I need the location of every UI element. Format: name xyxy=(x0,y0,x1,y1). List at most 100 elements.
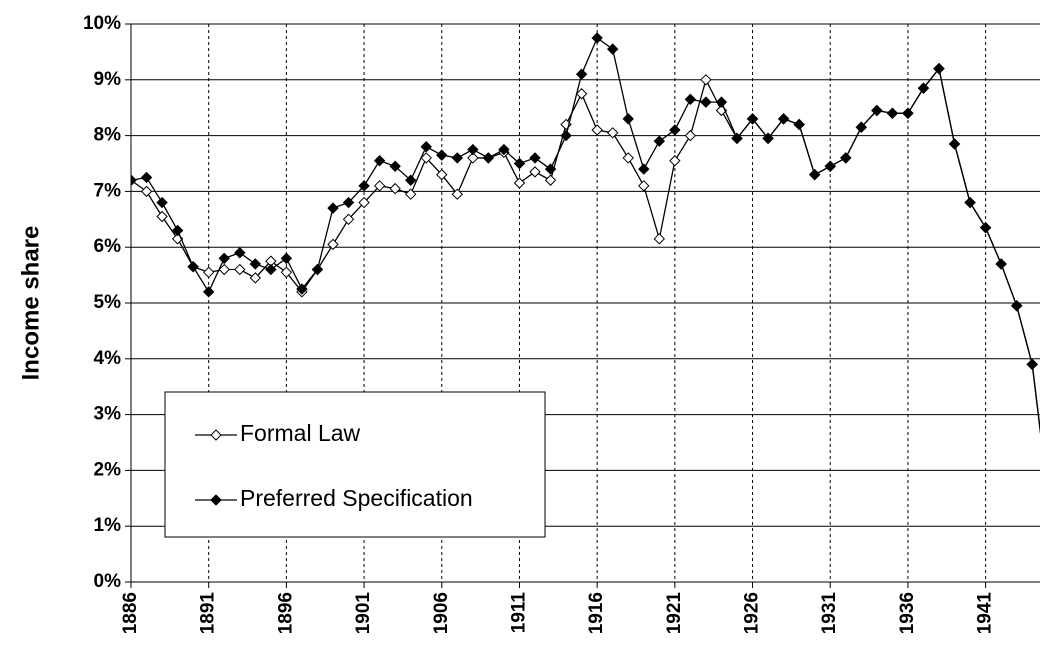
data-point xyxy=(606,43,619,55)
data-point xyxy=(746,113,759,125)
x-tick-label: 1896 xyxy=(275,592,296,634)
data-point xyxy=(933,62,945,75)
data-point xyxy=(529,152,541,164)
data-point xyxy=(342,213,355,226)
data-point xyxy=(404,188,417,200)
data-point xyxy=(622,113,634,125)
data-point xyxy=(280,266,293,279)
legend-box xyxy=(164,391,546,538)
data-point xyxy=(280,252,293,265)
data-point xyxy=(902,107,914,119)
legend-label: Formal Law xyxy=(240,420,361,446)
data-point xyxy=(886,107,899,119)
data-point xyxy=(327,238,339,251)
legend: Formal Law Preferred Specification xyxy=(164,391,546,538)
data-point xyxy=(1010,300,1023,312)
y-tick-label: 1% xyxy=(94,515,122,536)
data-point xyxy=(684,129,697,142)
data-point xyxy=(342,196,355,209)
data-point xyxy=(436,149,448,161)
data-point xyxy=(513,177,526,189)
data-point xyxy=(1026,358,1038,371)
y-tick-label: 3% xyxy=(94,404,122,425)
data-point xyxy=(467,152,479,164)
data-point xyxy=(404,174,417,186)
y-axis-title: Income share xyxy=(17,226,44,381)
data-point xyxy=(653,233,666,245)
data-point xyxy=(793,118,805,131)
y-tick-label: 2% xyxy=(94,459,122,480)
data-point xyxy=(606,127,619,139)
x-tick-label: 1911 xyxy=(508,592,529,634)
data-point xyxy=(871,104,883,117)
data-point xyxy=(171,224,184,237)
y-tick-label: 8% xyxy=(94,125,122,146)
data-point xyxy=(653,135,666,147)
data-point xyxy=(156,210,168,223)
data-point xyxy=(265,263,277,276)
data-point xyxy=(140,171,153,184)
data-point xyxy=(296,283,308,295)
y-tick-label: 0% xyxy=(94,571,122,592)
legend-marker xyxy=(210,429,222,441)
x-tick-label: 1921 xyxy=(664,592,685,635)
data-point xyxy=(731,132,743,145)
data-point xyxy=(420,141,432,153)
data-point xyxy=(575,88,588,100)
data-point xyxy=(467,143,479,156)
data-point xyxy=(389,182,401,195)
data-point xyxy=(498,143,510,156)
data-point xyxy=(451,188,464,200)
data-point xyxy=(358,196,370,209)
data-point xyxy=(358,180,370,192)
data-point xyxy=(218,263,230,276)
data-point xyxy=(808,168,821,181)
data-point xyxy=(234,247,246,259)
data-point xyxy=(218,252,230,265)
data-point xyxy=(995,258,1007,270)
data-point xyxy=(420,152,432,164)
data-point xyxy=(855,121,868,133)
data-point xyxy=(249,272,262,284)
data-point xyxy=(638,180,650,192)
data-point xyxy=(451,152,464,164)
y-tick-label: 6% xyxy=(94,236,122,257)
x-tick-label: 1901 xyxy=(353,592,374,635)
data-point xyxy=(156,196,168,209)
data-point xyxy=(373,180,386,192)
legend-label: Preferred Specification xyxy=(240,485,473,511)
data-point xyxy=(700,74,712,86)
data-point xyxy=(591,124,603,136)
data-point xyxy=(575,68,588,80)
data-point xyxy=(131,174,137,186)
data-point xyxy=(964,196,976,209)
data-point xyxy=(622,152,634,164)
y-tick-label: 5% xyxy=(94,292,122,313)
x-tick-label: 1926 xyxy=(742,592,763,634)
y-tick-label: 4% xyxy=(94,348,122,369)
y-tick-label: 10% xyxy=(83,13,121,34)
data-point xyxy=(979,221,992,234)
data-point xyxy=(202,286,215,298)
data-point xyxy=(762,132,774,145)
data-point xyxy=(513,157,526,170)
data-point xyxy=(638,163,650,175)
data-point xyxy=(715,96,728,108)
data-point xyxy=(140,185,153,198)
data-point xyxy=(202,266,215,279)
x-tick-label: 1891 xyxy=(198,592,219,635)
legend-marker xyxy=(210,494,222,506)
data-point xyxy=(591,32,603,44)
data-point xyxy=(684,93,697,106)
data-point xyxy=(529,166,541,178)
data-point xyxy=(669,124,681,136)
x-tick-label: 1931 xyxy=(819,592,840,635)
data-point xyxy=(327,202,339,214)
y-tick-label: 9% xyxy=(94,69,122,90)
data-point xyxy=(482,152,495,164)
x-tick-label: 1941 xyxy=(975,592,996,635)
data-point xyxy=(560,129,572,142)
data-point xyxy=(544,174,557,186)
data-point xyxy=(187,261,199,273)
data-point xyxy=(777,113,790,125)
